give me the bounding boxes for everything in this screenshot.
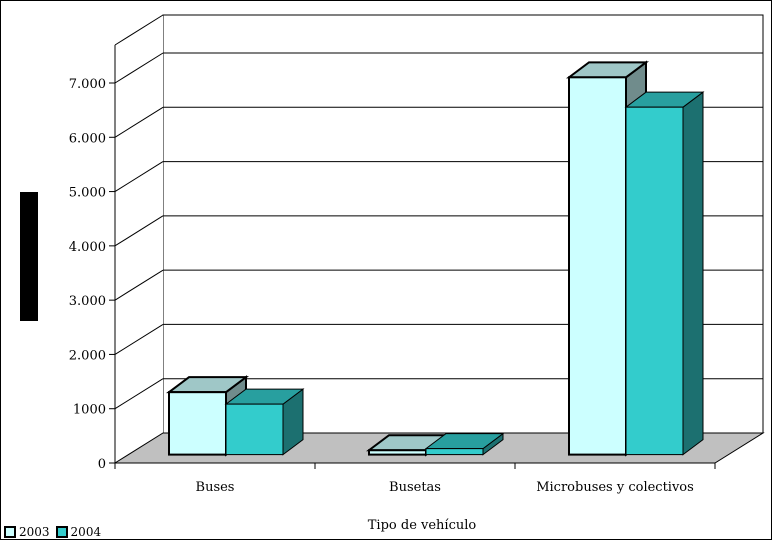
x-tick-label: Microbuses y colectivos: [536, 480, 694, 495]
y-tick-label: 1000: [73, 403, 106, 418]
gridline-side: [114, 324, 164, 355]
bars: [166, 60, 705, 457]
legend-label-2004: 2004: [70, 525, 102, 539]
legend: 2003 2004: [4, 525, 107, 539]
y-tick-label: 0: [98, 457, 106, 472]
bar-front: [368, 449, 427, 456]
x-tick-label: Busetas: [389, 480, 441, 495]
side-wall: [115, 15, 163, 463]
bar-2004-1: [224, 388, 305, 456]
x-axis-label: Tipo de vehículo: [368, 518, 477, 533]
y-tick-label: 3.000: [69, 294, 106, 309]
y-tick-label: 5.000: [69, 186, 106, 201]
bar-side: [682, 91, 704, 456]
bar-front: [625, 106, 684, 456]
legend-label-2003: 2003: [19, 525, 50, 539]
bar-2004-2: [424, 432, 505, 456]
y-tick-label: 4.000: [69, 240, 106, 255]
legend-swatch-2004: [55, 526, 68, 538]
bar-2004-3: [624, 91, 705, 456]
gridline-side: [114, 215, 164, 247]
bar-front: [568, 76, 627, 456]
y-axis-ticks: 0 1000 2.000 3.000 4.000 5.000 6.000 7.000: [69, 77, 115, 472]
bar-front: [225, 403, 284, 456]
legend-item-2003: 2003: [4, 525, 50, 539]
bar-front: [425, 448, 484, 456]
gridline-side: [114, 161, 164, 192]
y-tick-label: 6.000: [69, 131, 106, 146]
bar-front: [168, 391, 227, 456]
y-tick-label: 7.000: [69, 77, 106, 92]
legend-swatch-2003: [4, 526, 16, 538]
x-axis-ticks: Buses Busetas Microbuses y colectivos: [114, 463, 716, 495]
x-tick-label: Buses: [196, 480, 235, 495]
gridline-side: [114, 269, 164, 301]
gridline-side: [114, 378, 164, 410]
gridline-side: [114, 106, 164, 138]
gridline-side: [114, 52, 164, 84]
y-axis-label-redaction: [20, 192, 38, 321]
legend-item-2004: 2004: [55, 525, 102, 539]
y-tick-label: 2.000: [69, 348, 106, 363]
side-wall-top-edge: [114, 14, 164, 46]
